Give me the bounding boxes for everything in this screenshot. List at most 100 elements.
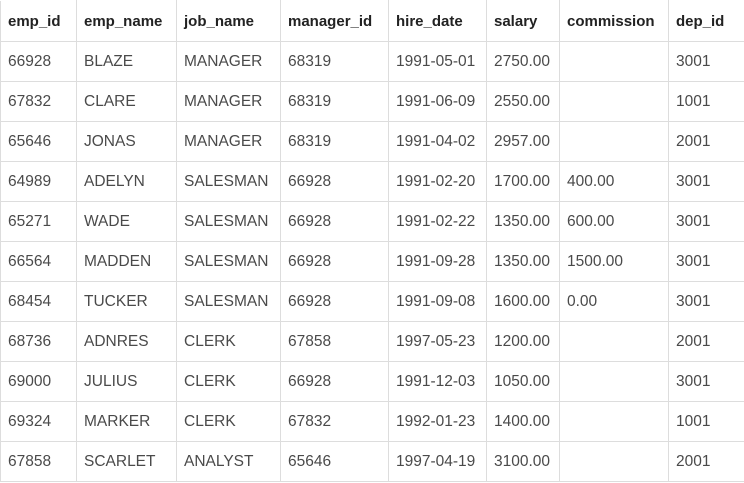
cell-dep-id: 3001 <box>668 361 744 402</box>
cell-salary: 1600.00 <box>486 281 560 322</box>
cell-emp-name: SCARLET <box>76 441 177 482</box>
table-row: 67858 SCARLET ANALYST 65646 1997-04-19 3100.0… <box>0 441 744 482</box>
cell-manager-id: 66928 <box>280 201 389 242</box>
cell-dep-id: 2001 <box>668 121 744 162</box>
cell-commission: 600.00 <box>559 201 669 242</box>
table-row: 69324 MARKER CLERK 67832 1992-01-23 1400.00 10… <box>0 401 744 442</box>
column-header-hire-date: hire_date <box>388 0 487 42</box>
cell-manager-id: 66928 <box>280 361 389 402</box>
cell-job-name: ANALYST <box>176 441 281 482</box>
table-row: 68736 ADNRES CLERK 67858 1997-05-23 1200.00 20… <box>0 321 744 362</box>
cell-emp-name: BLAZE <box>76 41 177 82</box>
cell-job-name: SALESMAN <box>176 201 281 242</box>
cell-hire-date: 1991-02-22 <box>388 201 487 242</box>
cell-hire-date: 1991-04-02 <box>388 121 487 162</box>
cell-commission <box>559 361 669 402</box>
cell-job-name: SALESMAN <box>176 241 281 282</box>
cell-emp-name: ADELYN <box>76 161 177 202</box>
cell-manager-id: 66928 <box>280 161 389 202</box>
cell-emp-id: 67858 <box>0 441 77 482</box>
cell-salary: 1200.00 <box>486 321 560 362</box>
table-row: 65646 JONAS MANAGER 68319 1991-04-02 2957.00 2… <box>0 121 744 162</box>
cell-dep-id: 3001 <box>668 201 744 242</box>
cell-dep-id: 3001 <box>668 281 744 322</box>
cell-salary: 2957.00 <box>486 121 560 162</box>
table-header: emp_id emp_name job_name manager_id hire_dat… <box>0 0 744 42</box>
cell-commission: 1500.00 <box>559 241 669 282</box>
cell-emp-id: 65271 <box>0 201 77 242</box>
cell-dep-id: 3001 <box>668 161 744 202</box>
column-header-dep-id: dep_id <box>668 0 744 42</box>
cell-emp-id: 68454 <box>0 281 77 322</box>
table-row: 66928 BLAZE MANAGER 68319 1991-05-01 2750.00 3… <box>0 41 744 82</box>
cell-salary: 1700.00 <box>486 161 560 202</box>
cell-emp-id: 66928 <box>0 41 77 82</box>
column-header-commission: commission <box>559 0 669 42</box>
cell-manager-id: 65646 <box>280 441 389 482</box>
cell-commission: 0.00 <box>559 281 669 322</box>
cell-job-name: CLERK <box>176 321 281 362</box>
cell-dep-id: 2001 <box>668 321 744 362</box>
cell-emp-name: WADE <box>76 201 177 242</box>
cell-dep-id: 2001 <box>668 441 744 482</box>
column-header-manager-id: manager_id <box>280 0 389 42</box>
cell-hire-date: 1991-02-20 <box>388 161 487 202</box>
cell-emp-id: 64989 <box>0 161 77 202</box>
cell-salary: 3100.00 <box>486 441 560 482</box>
cell-manager-id: 66928 <box>280 281 389 322</box>
table-header-row: emp_id emp_name job_name manager_id hire_dat… <box>0 0 744 42</box>
cell-hire-date: 1997-05-23 <box>388 321 487 362</box>
cell-hire-date: 1991-12-03 <box>388 361 487 402</box>
cell-manager-id: 68319 <box>280 121 389 162</box>
cell-job-name: CLERK <box>176 361 281 402</box>
cell-dep-id: 1001 <box>668 81 744 122</box>
cell-salary: 1350.00 <box>486 241 560 282</box>
cell-hire-date: 1997-04-19 <box>388 441 487 482</box>
cell-manager-id: 66928 <box>280 241 389 282</box>
cell-commission <box>559 441 669 482</box>
table-row: 66564 MADDEN SALESMAN 66928 1991-09-28 1350.0… <box>0 241 744 282</box>
cell-emp-id: 68736 <box>0 321 77 362</box>
cell-emp-id: 67832 <box>0 81 77 122</box>
cell-emp-id: 65646 <box>0 121 77 162</box>
cell-commission <box>559 81 669 122</box>
cell-emp-name: TUCKER <box>76 281 177 322</box>
column-header-salary: salary <box>486 0 560 42</box>
column-header-emp-name: emp_name <box>76 0 177 42</box>
cell-salary: 1400.00 <box>486 401 560 442</box>
cell-commission <box>559 401 669 442</box>
cell-emp-id: 69000 <box>0 361 77 402</box>
cell-manager-id: 67832 <box>280 401 389 442</box>
cell-salary: 1350.00 <box>486 201 560 242</box>
table-row: 65271 WADE SALESMAN 66928 1991-02-22 1350.00 6… <box>0 201 744 242</box>
cell-emp-name: JONAS <box>76 121 177 162</box>
table-body: 66928 BLAZE MANAGER 68319 1991-05-01 2750.00 3… <box>0 41 744 482</box>
cell-emp-name: MARKER <box>76 401 177 442</box>
cell-commission <box>559 321 669 362</box>
cell-hire-date: 1991-09-08 <box>388 281 487 322</box>
table-row: 68454 TUCKER SALESMAN 66928 1991-09-08 1600.0… <box>0 281 744 322</box>
table-row: 69000 JULIUS CLERK 66928 1991-12-03 1050.00 30… <box>0 361 744 402</box>
cell-job-name: MANAGER <box>176 41 281 82</box>
cell-salary: 2550.00 <box>486 81 560 122</box>
cell-emp-name: MADDEN <box>76 241 177 282</box>
cell-manager-id: 68319 <box>280 41 389 82</box>
cell-job-name: SALESMAN <box>176 161 281 202</box>
cell-commission: 400.00 <box>559 161 669 202</box>
cell-hire-date: 1992-01-23 <box>388 401 487 442</box>
cell-hire-date: 1991-09-28 <box>388 241 487 282</box>
cell-emp-name: ADNRES <box>76 321 177 362</box>
cell-commission <box>559 121 669 162</box>
cell-manager-id: 68319 <box>280 81 389 122</box>
table-row: 67832 CLARE MANAGER 68319 1991-06-09 2550.00 1… <box>0 81 744 122</box>
cell-manager-id: 67858 <box>280 321 389 362</box>
table-row: 64989 ADELYN SALESMAN 66928 1991-02-20 1700.0… <box>0 161 744 202</box>
cell-emp-id: 66564 <box>0 241 77 282</box>
cell-job-name: MANAGER <box>176 81 281 122</box>
cell-dep-id: 3001 <box>668 41 744 82</box>
cell-emp-id: 69324 <box>0 401 77 442</box>
cell-emp-name: CLARE <box>76 81 177 122</box>
cell-hire-date: 1991-05-01 <box>388 41 487 82</box>
